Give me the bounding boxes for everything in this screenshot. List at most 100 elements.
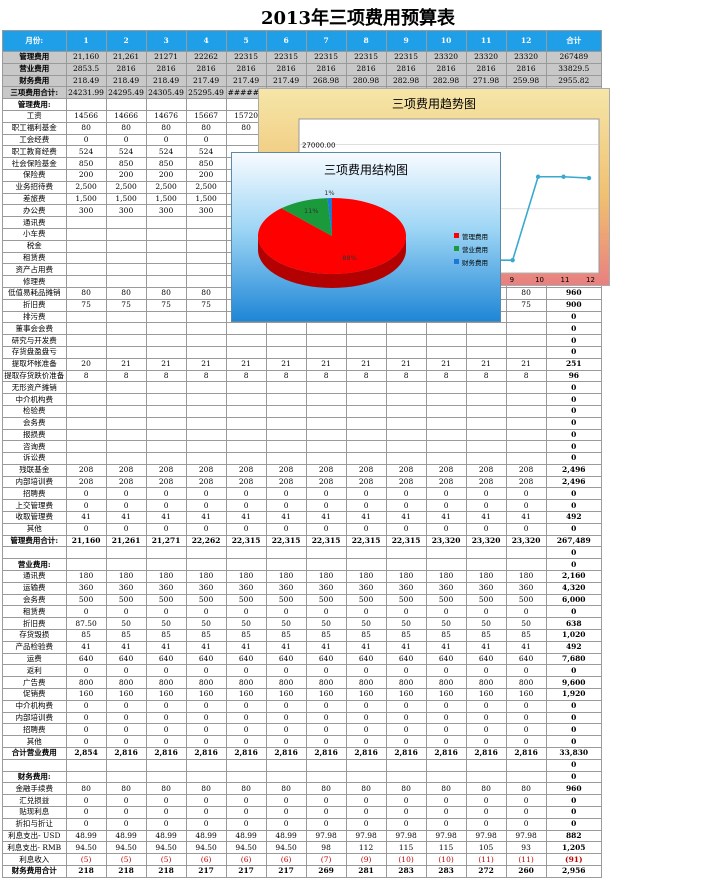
table-cell[interactable]: 21,261 [105,534,147,548]
table-cell[interactable]: 0 [385,664,427,678]
table-cell[interactable]: 0 [345,699,387,713]
table-cell[interactable] [105,428,147,442]
row-label[interactable]: 上交管理费 [2,499,67,513]
column-header[interactable]: 11 [465,30,507,52]
row-label[interactable]: 管理费用合计: [2,534,67,548]
table-cell[interactable]: 8 [385,369,427,383]
table-cell[interactable]: 0 [185,699,227,713]
table-cell[interactable]: 41 [425,511,467,524]
table-cell[interactable]: 0 [425,723,467,737]
table-cell[interactable] [185,546,227,560]
total-cell[interactable]: 0 [545,522,603,536]
table-cell[interactable]: 0 [185,522,227,536]
table-cell[interactable]: 21 [185,357,227,371]
total-cell[interactable]: 638 [545,617,603,631]
total-cell[interactable]: 900 [545,298,603,312]
table-cell[interactable]: 0 [225,664,267,678]
table-cell[interactable]: 0 [185,735,227,749]
table-cell[interactable]: 0 [385,499,427,513]
table-cell[interactable] [425,345,467,359]
table-cell[interactable]: 41 [105,511,147,524]
total-cell[interactable]: 2955.82 [545,74,603,88]
row-label[interactable]: 排污费 [2,310,67,324]
table-cell[interactable]: 80 [185,286,227,300]
table-cell[interactable]: 360 [505,581,547,595]
row-label[interactable]: 修理费 [2,275,67,288]
table-cell[interactable]: 800 [345,676,387,690]
row-label[interactable]: 提取坏帐准备 [2,357,67,371]
table-cell[interactable]: 0 [305,487,347,501]
table-cell[interactable]: 180 [305,570,347,583]
table-cell[interactable]: 0 [65,499,107,513]
table-cell[interactable] [465,381,507,395]
table-cell[interactable] [65,227,107,241]
table-cell[interactable]: 0 [105,794,147,807]
row-label[interactable]: 广告费 [2,676,67,690]
table-cell[interactable] [265,440,307,454]
row-label[interactable]: 贴现利息 [2,806,67,819]
column-header[interactable]: 7 [305,30,347,52]
table-cell[interactable]: 21 [145,357,187,371]
table-cell[interactable]: 2816 [225,62,267,76]
table-cell[interactable]: 0 [265,522,307,536]
table-cell[interactable]: 21 [345,357,387,371]
total-cell[interactable]: 0 [545,487,603,501]
table-cell[interactable]: 208 [305,463,347,477]
table-cell[interactable] [185,216,227,229]
table-cell[interactable]: 0 [105,133,147,147]
table-cell[interactable] [345,452,387,465]
table-cell[interactable]: 25295.49 [185,86,227,100]
table-cell[interactable] [305,546,347,560]
row-label[interactable]: 运费 [2,652,67,666]
total-cell[interactable]: 0 [545,806,603,819]
row-label[interactable]: 三项费用合计: [2,86,67,100]
table-cell[interactable] [305,558,347,572]
table-cell[interactable]: 0 [345,806,387,819]
table-cell[interactable] [425,546,467,560]
total-cell[interactable]: 251 [545,357,603,371]
table-cell[interactable]: 360 [345,581,387,595]
table-cell[interactable] [265,334,307,347]
table-cell[interactable]: 360 [265,581,307,595]
table-cell[interactable]: 0 [105,605,147,619]
table-cell[interactable]: 0 [425,605,467,619]
row-label[interactable]: 合计营业费用 [2,747,67,760]
row-label[interactable]: 职工教育经费 [2,145,67,159]
table-cell[interactable]: 2816 [385,62,427,76]
row-label[interactable]: 提取存货跌价准备 [2,369,67,383]
table-cell[interactable]: 0 [425,499,467,513]
table-cell[interactable]: 0 [465,664,507,678]
table-cell[interactable]: 41 [185,511,227,524]
total-cell[interactable]: 2,496 [545,463,603,477]
table-cell[interactable]: 22262 [185,51,227,64]
table-cell[interactable]: 160 [505,688,547,701]
table-cell[interactable]: 218 [145,864,187,878]
table-cell[interactable]: 2,816 [225,747,267,760]
table-cell[interactable]: 48.99 [65,829,107,843]
row-label[interactable] [2,546,67,560]
table-cell[interactable]: 115 [385,841,427,855]
table-cell[interactable]: 41 [265,511,307,524]
table-cell[interactable] [265,393,307,406]
table-cell[interactable] [145,440,187,454]
pie-chart[interactable]: 三项费用结构图 88% 11% 1% 管理费用 营业费用 财务费用 [231,152,501,322]
table-cell[interactable]: 2,816 [465,747,507,760]
row-label[interactable]: 内部培训费 [2,475,67,489]
row-label[interactable]: 利息支出- USD [2,829,67,843]
table-cell[interactable]: 208 [145,463,187,477]
column-header[interactable]: 4 [185,30,227,52]
table-cell[interactable]: 0 [465,487,507,501]
table-cell[interactable] [225,558,267,572]
row-label[interactable]: 财务费用: [2,770,67,784]
table-cell[interactable]: 218.49 [105,74,147,88]
total-cell[interactable]: 0 [545,440,603,454]
table-cell[interactable] [145,393,187,406]
table-cell[interactable]: 22315 [265,51,307,64]
table-cell[interactable] [505,452,547,465]
table-cell[interactable]: 50 [425,617,467,631]
table-cell[interactable]: 0 [345,735,387,749]
table-cell[interactable]: 24231.99 [65,86,107,100]
table-cell[interactable]: 8 [305,369,347,383]
row-label[interactable]: 租赁费 [2,251,67,265]
row-label[interactable]: 营业费用: [2,558,67,572]
